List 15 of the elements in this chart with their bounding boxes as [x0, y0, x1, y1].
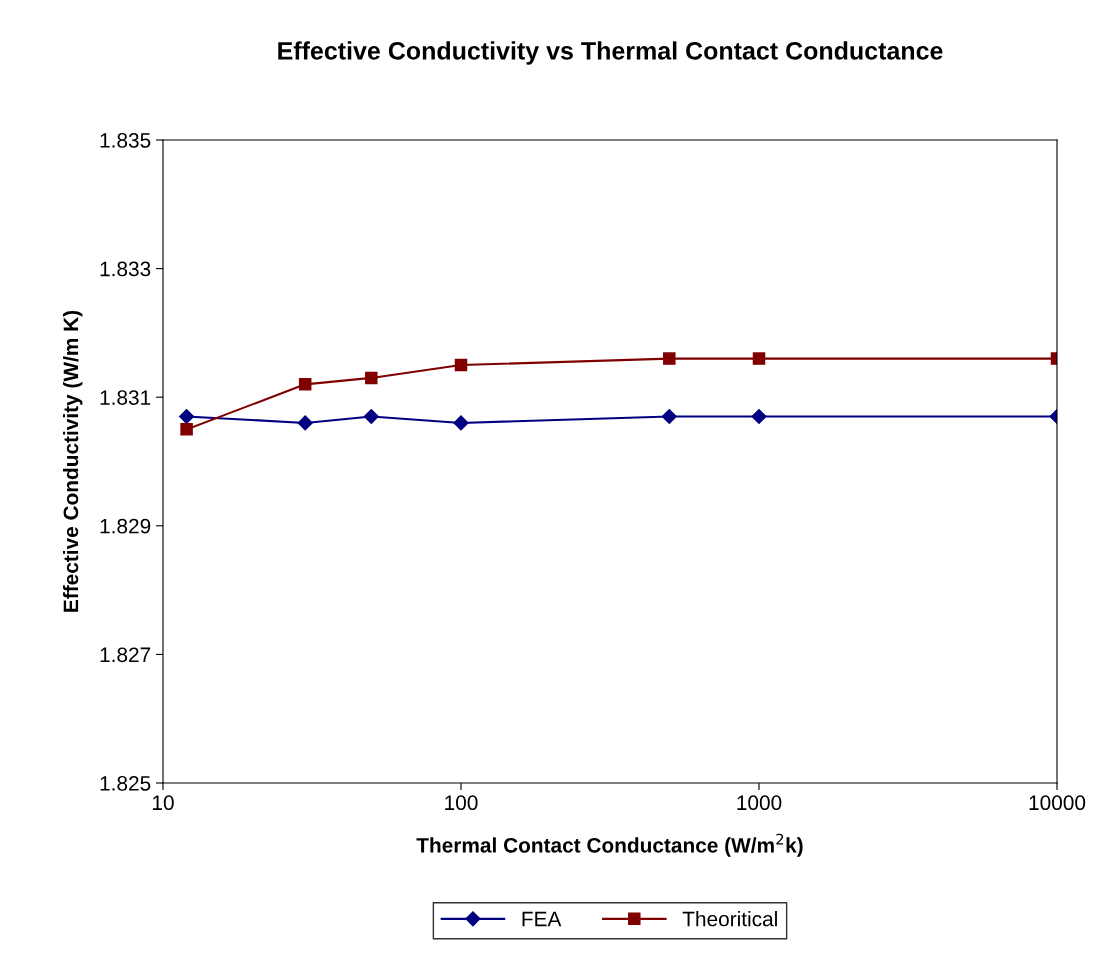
y-tick-label: 1.829 — [100, 518, 151, 534]
x-tick-label: 10000 — [1029, 795, 1086, 811]
x-tick-label: 1000 — [737, 795, 782, 811]
x-tick-label: 10 — [153, 795, 174, 811]
y-tick-label: 1.833 — [100, 261, 151, 277]
y-tick-label: 1.831 — [100, 390, 151, 405]
x-axis-title: Thermal Contact Conductance (W/m$^{2}$k) — [416, 833, 803, 857]
y-tick-label: 1.835 — [100, 133, 151, 148]
y-tick-label: 1.827 — [100, 647, 151, 663]
chart-title: Effective Conductivity vs Thermal Contact Conductance — [278, 41, 943, 65]
legend-label: FEA — [522, 911, 562, 927]
legend-label: Theoritical — [682, 911, 777, 927]
y-tick-label: 1.825 — [100, 776, 151, 791]
y-axis-title: Effective Conductivity (W/m K) — [62, 310, 83, 612]
x-tick-label: 100 — [445, 795, 478, 811]
